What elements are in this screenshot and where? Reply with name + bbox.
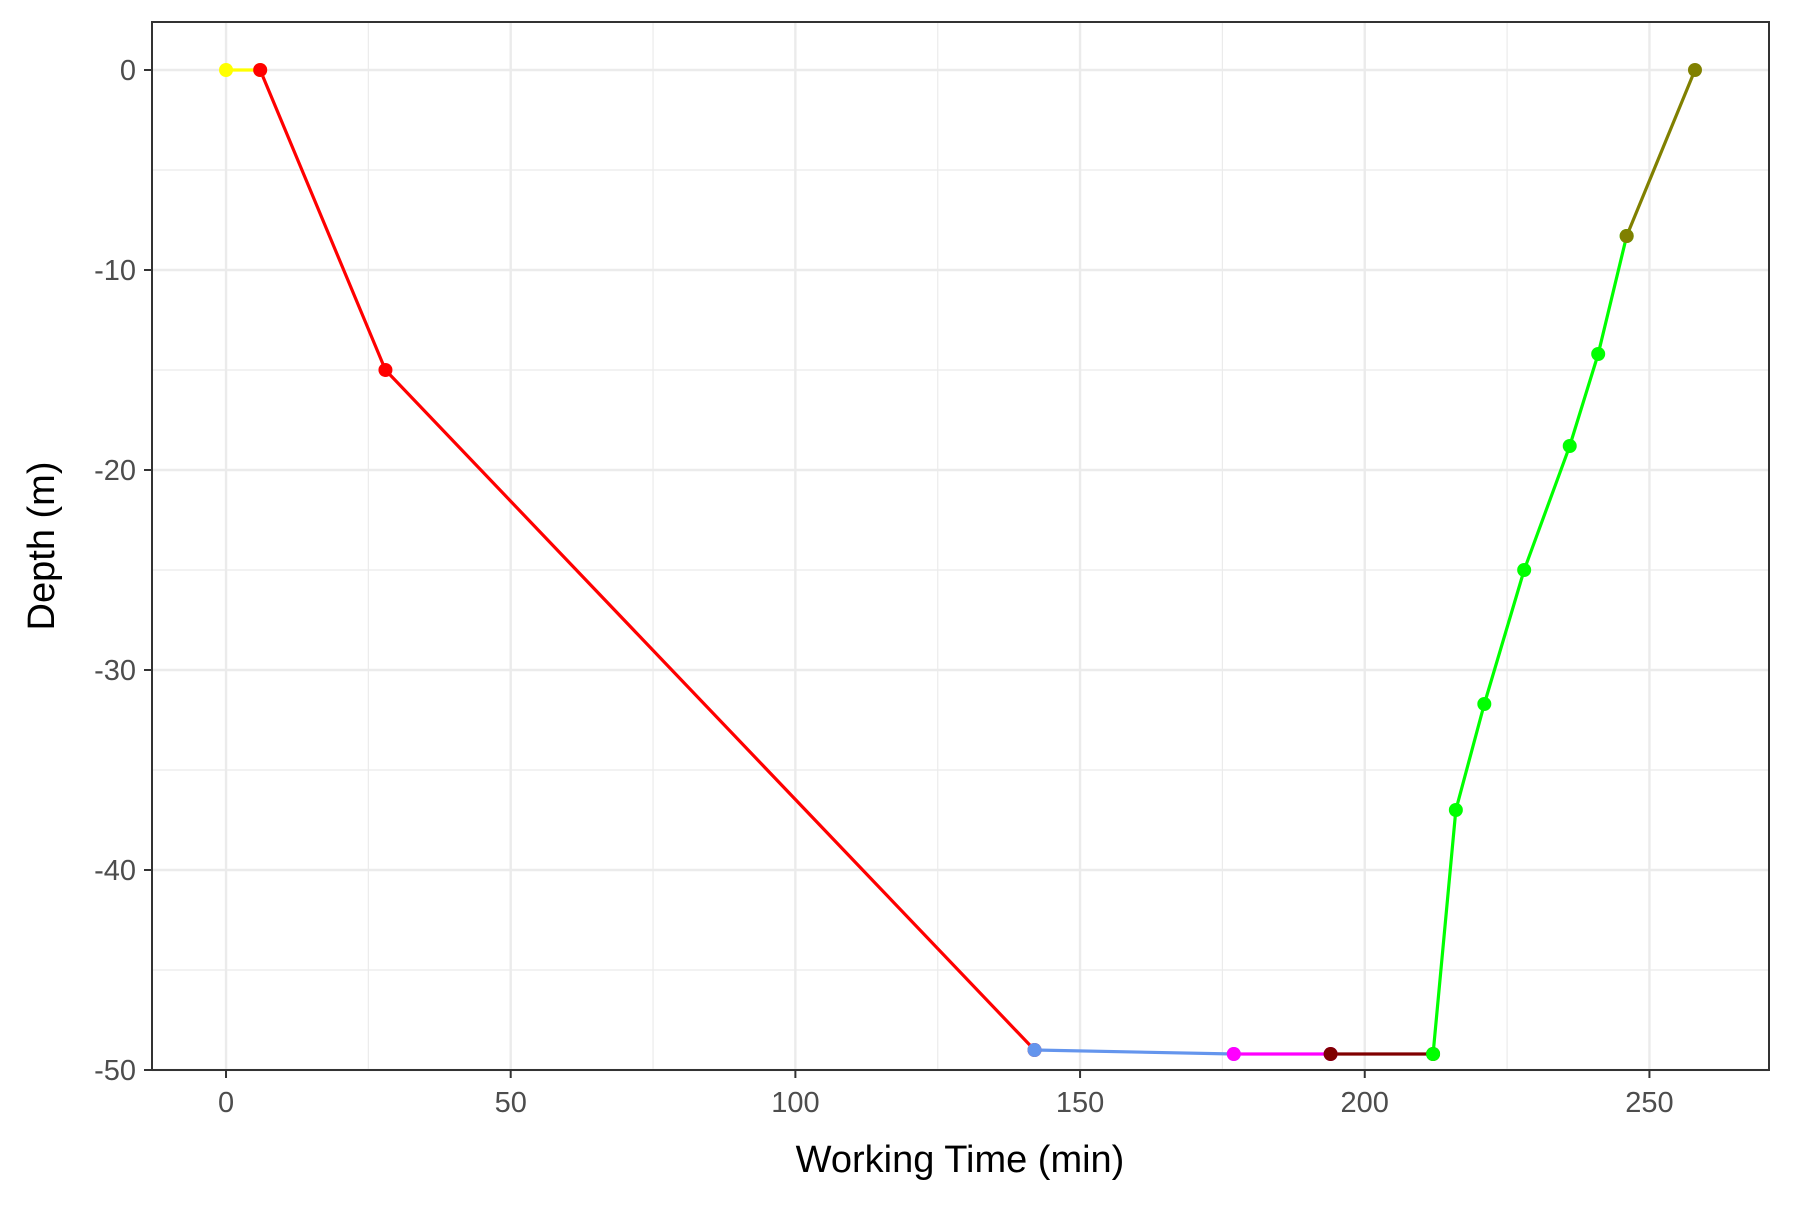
series-point-1 bbox=[219, 63, 234, 77]
x-tick-label: 100 bbox=[771, 1087, 819, 1119]
x-tick-label: 200 bbox=[1341, 1087, 1389, 1119]
series-point-3 bbox=[1027, 1043, 1042, 1057]
x-axis: 0 50 100 150 200 250 bbox=[218, 1070, 1674, 1119]
series-point-5 bbox=[1323, 1047, 1338, 1061]
x-tick-label: 250 bbox=[1625, 1087, 1673, 1119]
series-point-6 bbox=[1448, 803, 1463, 817]
series-point-2 bbox=[378, 363, 393, 377]
y-axis-title: Depth (m) bbox=[21, 462, 63, 631]
y-tick-label: -30 bbox=[94, 655, 136, 687]
y-tick-label: -50 bbox=[94, 1055, 136, 1087]
y-tick-label: -10 bbox=[94, 255, 136, 287]
series-line-3 bbox=[1034, 1048, 1234, 1056]
plot-border bbox=[151, 21, 1770, 1071]
plot-background bbox=[152, 22, 1769, 1070]
series-point-6 bbox=[1426, 1047, 1441, 1061]
y-tick-label: -40 bbox=[94, 855, 136, 887]
series-point-6 bbox=[1517, 563, 1532, 577]
x-tick-label: 150 bbox=[1056, 1087, 1104, 1119]
series-layer bbox=[219, 63, 1702, 1061]
x-axis-title: Working Time (min) bbox=[796, 1139, 1125, 1181]
x-tick-label: 50 bbox=[495, 1087, 527, 1119]
series-point-7 bbox=[1687, 63, 1702, 77]
y-tick-label: -20 bbox=[94, 455, 136, 487]
series-point-2 bbox=[253, 63, 268, 77]
y-tick-label: 0 bbox=[120, 55, 136, 87]
minor-gridlines bbox=[152, 22, 1769, 1070]
x-tick-label: 0 bbox=[218, 1087, 234, 1119]
series-point-6 bbox=[1477, 697, 1492, 711]
series-line-7 bbox=[1625, 69, 1697, 237]
y-axis: 0 -10 -20 -30 -40 -50 bbox=[94, 55, 152, 1087]
series-point-6 bbox=[1562, 439, 1577, 453]
series-point-4 bbox=[1226, 1047, 1241, 1061]
series-point-7 bbox=[1619, 229, 1634, 243]
series-point-6 bbox=[1591, 347, 1606, 361]
